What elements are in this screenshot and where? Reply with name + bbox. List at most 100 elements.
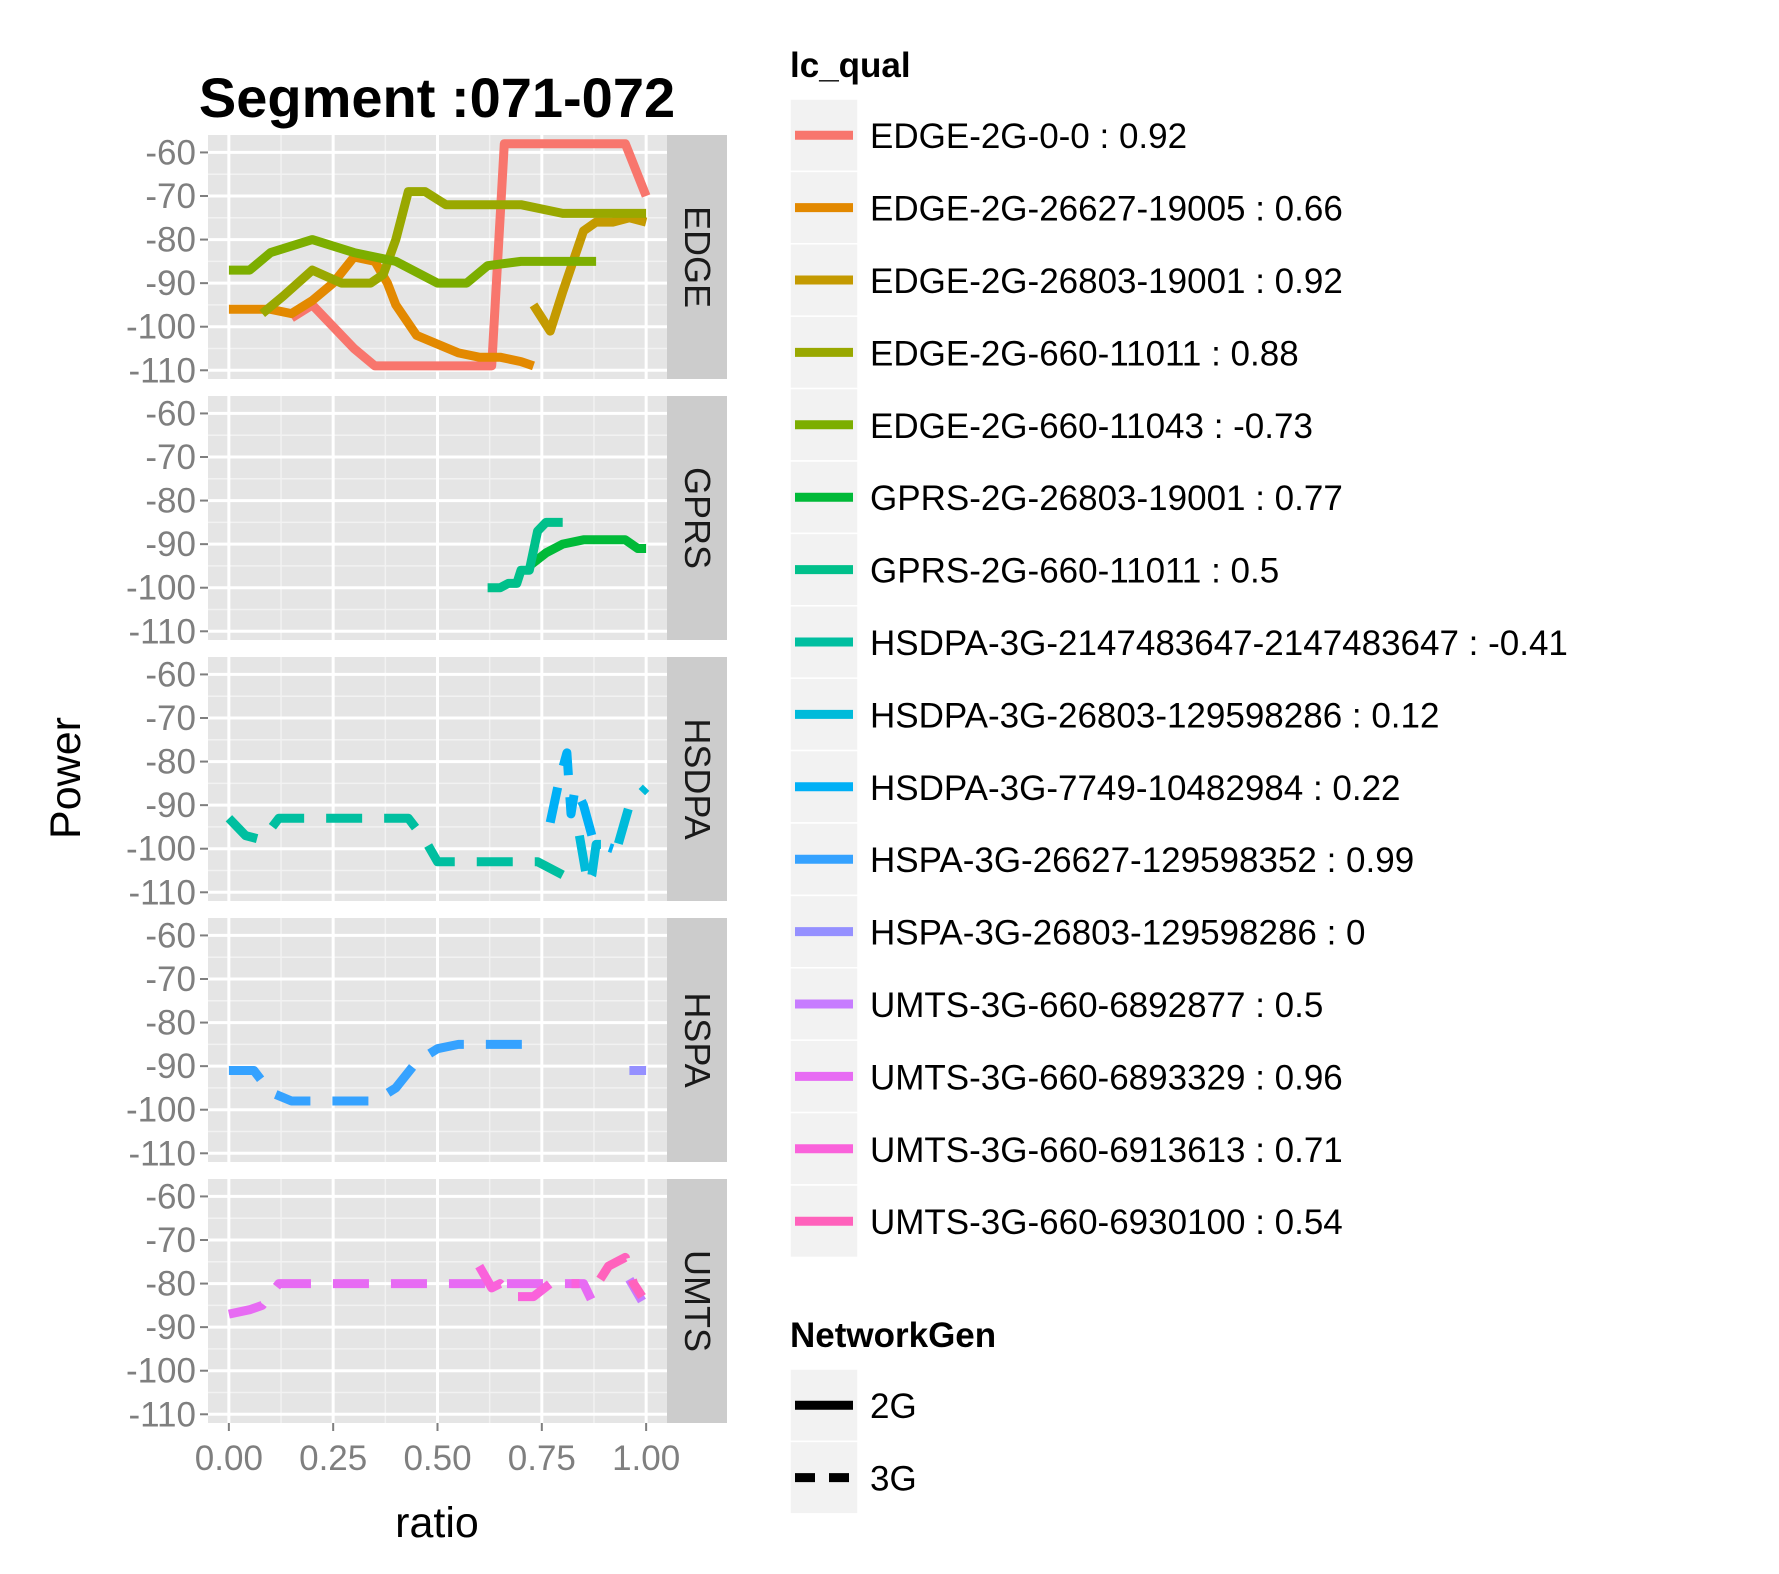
series-line — [228, 252, 535, 371]
y-tick-label: -80 — [145, 743, 196, 782]
legend-color-entry: HSPA-3G-26803-129598286 : 0 — [789, 894, 1366, 969]
legend-color-entry: GPRS-2G-26803-19001 : 0.77 — [789, 460, 1343, 535]
y-tick-label: -80 — [145, 1004, 196, 1043]
legend-label: EDGE-2G-660-11043 : -0.73 — [870, 407, 1313, 446]
y-tick-label: -70 — [145, 177, 196, 216]
y-tick-label: -110 — [129, 873, 196, 912]
y-tick-label: -70 — [145, 1221, 196, 1260]
y-tick-label: -60 — [145, 916, 196, 955]
y-tick-label: -90 — [145, 525, 196, 564]
y-tick-label: -100 — [126, 308, 196, 347]
y-tick-label: -60 — [145, 394, 196, 433]
facet-panel-edge: -60 -70 -80 -90 -100 -110 EDGE — [126, 133, 727, 390]
legend-color-entry: UMTS-3G-660-6892877 : 0.5 — [789, 967, 1323, 1041]
series-line — [529, 213, 648, 336]
legend-color-entry: UMTS-3G-660-6930100 : 0.54 — [789, 1184, 1343, 1259]
legend-label: 2G — [870, 1387, 917, 1426]
facet-strip — [667, 1179, 727, 1423]
facet-strip-label: HSDPA — [677, 718, 718, 839]
facet-panel-gprs: -60 -70 -80 -90 -100 -110 GPRS — [126, 394, 727, 651]
y-tick-label: -100 — [126, 1352, 196, 1391]
facet-strip-label: UMTS — [677, 1250, 718, 1352]
y-tick-label: -90 — [145, 264, 196, 303]
y-tick-label: -100 — [126, 830, 196, 869]
legend-label: GPRS-2G-26803-19001 : 0.77 — [870, 479, 1343, 518]
series-line — [574, 784, 650, 889]
legend-label: UMTS-3G-660-6893329 : 0.96 — [870, 1058, 1343, 1097]
legend-label: UMTS-3G-660-6913613 : 0.71 — [870, 1131, 1343, 1170]
x-axis: 0.00 0.25 0.50 0.75 1.00 — [195, 1423, 680, 1478]
facet-strip — [667, 135, 727, 379]
legend-label: HSDPA-3G-2147483647-2147483647 : -0.41 — [870, 624, 1568, 663]
facet-strip-label: GPRS — [677, 467, 718, 569]
x-tick-label: 0.50 — [403, 1439, 471, 1478]
y-tick-label: -110 — [129, 1395, 196, 1434]
legend-linetype-entries: 2G 3G — [789, 1368, 917, 1515]
y-axis-title: Power — [42, 717, 90, 839]
legend-linetype-entry: 3G — [789, 1440, 917, 1515]
y-tick-label: -100 — [126, 1091, 196, 1130]
y-tick-label: -110 — [129, 612, 196, 651]
legend-label: HSPA-3G-26627-129598352 : 0.99 — [870, 841, 1414, 880]
chart-title: Segment :071-072 — [199, 66, 675, 129]
legend-label: EDGE-2G-26803-19001 : 0.92 — [870, 262, 1343, 301]
facet-strip — [667, 396, 727, 640]
legend-color-title: lc_qual — [790, 46, 911, 85]
series-line — [487, 517, 563, 593]
x-tick-label: 0.75 — [508, 1439, 576, 1478]
legend-label: HSDPA-3G-26803-129598286 : 0.12 — [870, 696, 1439, 735]
y-tick-label: -100 — [126, 569, 196, 608]
y-tick-label: -60 — [145, 1177, 196, 1216]
y-tick-label: -70 — [145, 699, 196, 738]
series-line — [225, 813, 565, 879]
y-tick-label: -80 — [145, 221, 196, 260]
series-line — [259, 187, 647, 318]
facet-panel-umts: -60 -70 -80 -90 -100 -110 UMTS — [126, 1177, 727, 1434]
legend-linetype-title: NetworkGen — [790, 1316, 996, 1355]
legend-label: HSPA-3G-26803-129598286 : 0 — [870, 914, 1366, 953]
y-tick-label: -90 — [145, 1047, 196, 1086]
facet-strip-label: HSPA — [677, 992, 718, 1087]
facet-strip-label: EDGE — [677, 206, 718, 308]
series-line — [596, 1252, 646, 1300]
legend-color-entry: EDGE-2G-26803-19001 : 0.92 — [789, 243, 1343, 317]
x-tick-label: 1.00 — [612, 1439, 680, 1478]
facet-panels: -60 -70 -80 -90 -100 -110 EDGE -60 -70 -80 -90 -100… — [126, 133, 727, 1434]
x-tick-label: 0.00 — [195, 1439, 263, 1478]
facet-panel-hspa: -60 -70 -80 -90 -100 -110 HSPA — [126, 916, 727, 1173]
y-tick-label: -60 — [145, 133, 196, 172]
legend-color-entry: HSDPA-3G-7749-10482984 : 0.22 — [789, 749, 1401, 824]
series-line — [475, 1263, 580, 1302]
series-line — [227, 1279, 607, 1319]
legend-linetype-entry: 2G — [789, 1368, 917, 1443]
legend-label: GPRS-2G-660-11011 : 0.5 — [870, 552, 1279, 591]
legend-color-entry: UMTS-3G-660-6893329 : 0.96 — [789, 1039, 1343, 1114]
legend-label: EDGE-2G-660-11011 : 0.88 — [870, 334, 1299, 373]
legend-color-entry: HSDPA-3G-26803-129598286 : 0.12 — [789, 677, 1439, 752]
y-tick-label: -90 — [145, 1308, 196, 1347]
legend-color-entry: UMTS-3G-660-6913613 : 0.71 — [789, 1111, 1343, 1186]
legend-label: EDGE-2G-0-0 : 0.92 — [870, 117, 1187, 156]
series-line — [526, 535, 647, 570]
legend-color-entry: HSPA-3G-26627-129598352 : 0.99 — [789, 822, 1414, 897]
legend-label: UMTS-3G-660-6930100 : 0.54 — [870, 1203, 1343, 1242]
legend: lc_qual EDGE-2G-0-0 : 0.92 EDGE-2G-26627-… — [789, 46, 1568, 1515]
legend-label: UMTS-3G-660-6892877 : 0.5 — [870, 986, 1323, 1025]
y-tick-label: -80 — [145, 1265, 196, 1304]
facet-panel-hsdpa: -60 -70 -80 -90 -100 -110 HSDPA — [126, 655, 727, 912]
legend-color-entry: GPRS-2G-660-11011 : 0.5 — [789, 532, 1279, 607]
y-tick-label: -70 — [145, 438, 196, 477]
legend-color-entry: HSDPA-3G-2147483647-2147483647 : -0.41 — [789, 605, 1568, 679]
x-axis-title: ratio — [395, 1499, 479, 1547]
legend-label: HSDPA-3G-7749-10482984 : 0.22 — [870, 769, 1401, 808]
y-tick-label: -90 — [145, 786, 196, 825]
legend-label: 3G — [870, 1460, 917, 1499]
y-tick-label: -70 — [145, 960, 196, 999]
y-tick-label: -80 — [145, 482, 196, 521]
y-tick-label: -110 — [129, 1134, 196, 1173]
y-tick-label: -60 — [145, 655, 196, 694]
legend-color-entry: EDGE-2G-0-0 : 0.92 — [789, 98, 1187, 173]
facet-strip — [667, 657, 727, 901]
legend-color-entry: EDGE-2G-660-11011 : 0.88 — [789, 315, 1299, 390]
